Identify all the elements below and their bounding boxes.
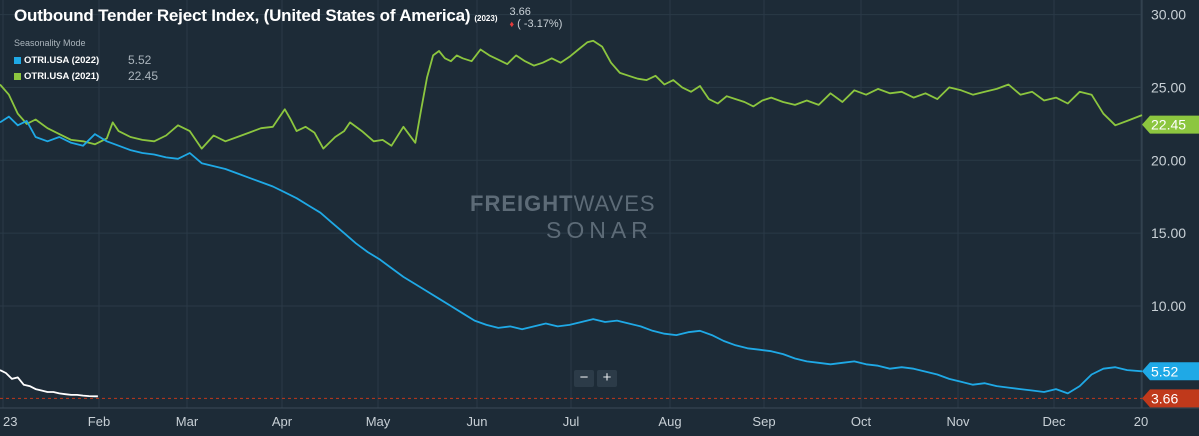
x-tick-label: 20 <box>1134 414 1148 429</box>
y-tick-label: 30.00 <box>1151 7 1186 23</box>
year-tag: (2023) <box>474 14 498 23</box>
series-line-0 <box>0 39 1143 150</box>
end-label-2: 3.66 <box>1142 389 1199 408</box>
x-tick-label: Dec <box>1042 414 1066 429</box>
end-label-text: 5.52 <box>1151 363 1178 379</box>
end-label-tag <box>1142 362 1199 381</box>
x-tick-label: Sep <box>752 414 775 429</box>
legend-name-2021: OTRI.USA (2021) <box>24 70 100 82</box>
end-label-tag <box>1142 389 1199 408</box>
zoom-out-button[interactable]: − <box>574 370 594 387</box>
series-line-1 <box>0 115 1143 395</box>
x-tick-label: May <box>366 414 391 429</box>
zoom-controls: − + <box>574 370 617 387</box>
legend-swatch-2021 <box>14 72 21 80</box>
x-tick-label: Feb <box>88 414 110 429</box>
seasonality-mode-label: Seasonality Mode <box>14 38 86 48</box>
y-axis: 10.00 15.00 20.00 25.00 30.00 <box>1151 7 1186 314</box>
watermark-brand-light: WAVES <box>573 191 656 216</box>
y-tick-label: 25.00 <box>1151 79 1186 95</box>
change-percent: ( -3.17%) <box>517 18 563 30</box>
current-quote: 3.66 ♦ ( -3.17%) <box>509 6 562 30</box>
end-label-text: 3.66 <box>1151 390 1178 406</box>
end-labels: 22.45 5.52 3.66 <box>1142 115 1199 408</box>
grid-lines <box>0 0 1199 409</box>
x-tick-label: Jul <box>563 414 580 429</box>
down-arrow-icon: ♦ <box>509 19 515 29</box>
x-axis: 23 Feb Mar Apr May Jun Jul Aug Sep Oct Nov Dec 20 <box>3 414 1148 429</box>
end-label-text: 22.45 <box>1151 117 1186 133</box>
legend-item-2022[interactable]: OTRI.USA (2022) 5.52 <box>14 52 158 68</box>
x-tick-label: Apr <box>272 414 293 429</box>
legend: Seasonality Mode OTRI.USA (2022) 5.52 OT… <box>14 38 158 84</box>
watermark-product: SONAR <box>546 217 653 243</box>
legend-item-2021[interactable]: OTRI.USA (2021) 22.45 <box>14 68 158 84</box>
legend-swatch-2022 <box>14 56 21 64</box>
watermark-brand: FREIGHTWAVES <box>470 191 656 217</box>
zoom-in-button[interactable]: + <box>597 370 617 387</box>
end-label-0: 22.45 <box>1142 115 1199 134</box>
legend-name-2022: OTRI.USA (2022) <box>24 54 100 66</box>
current-value: 3.66 <box>509 6 531 18</box>
y-tick-label: 10.00 <box>1151 298 1186 314</box>
watermark-brand-bold: FREIGHT <box>470 191 574 216</box>
legend-value-2021: 22.45 <box>128 69 159 83</box>
legend-value-2022: 5.52 <box>128 53 152 67</box>
x-tick-label: 23 <box>3 414 17 429</box>
x-tick-label: Mar <box>176 414 199 429</box>
end-label-tag <box>1142 115 1199 134</box>
x-tick-label: Oct <box>851 414 872 429</box>
x-tick-label: Jun <box>467 414 488 429</box>
series-group <box>0 39 1143 398</box>
series-line-2 <box>0 369 98 398</box>
chart-header: Outbound Tender Reject Index, (United St… <box>14 6 562 30</box>
end-label-1: 5.52 <box>1142 362 1199 381</box>
y-tick-label: 20.00 <box>1151 152 1186 168</box>
x-tick-label: Nov <box>946 414 970 429</box>
x-tick-label: Aug <box>658 414 681 429</box>
chart-title: Outbound Tender Reject Index, (United St… <box>14 6 471 25</box>
y-tick-label: 15.00 <box>1151 225 1186 241</box>
